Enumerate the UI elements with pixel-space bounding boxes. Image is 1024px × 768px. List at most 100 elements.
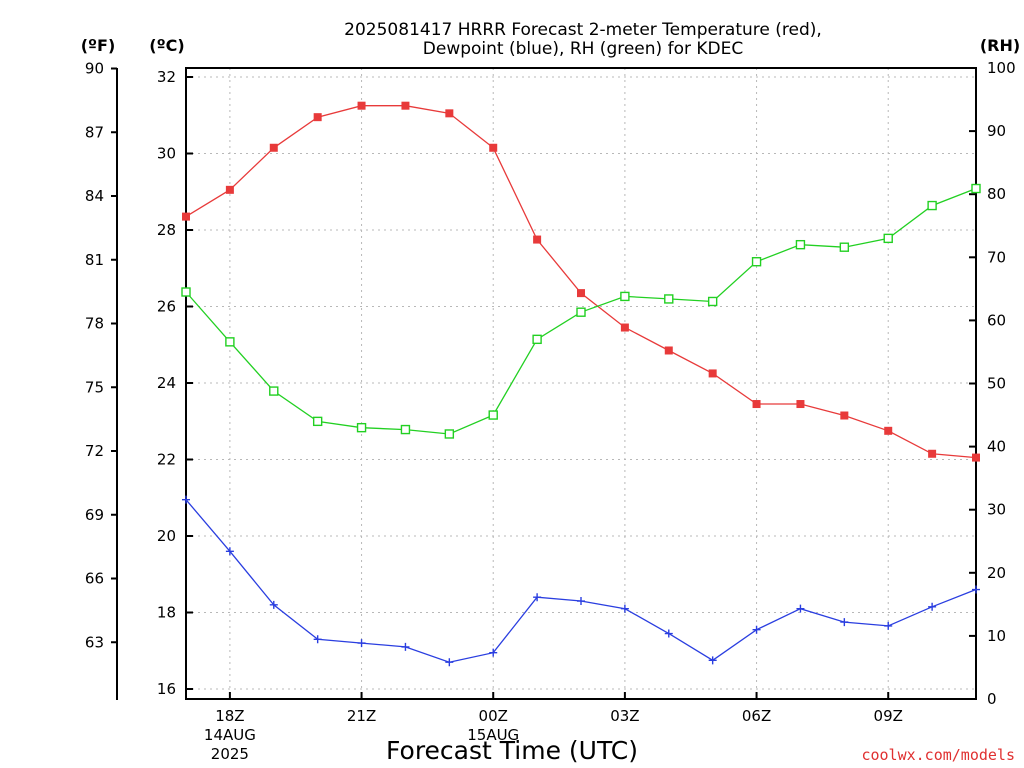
data-point-dewpoint (225, 547, 234, 556)
data-point-rh (225, 337, 235, 347)
rh-tick-label: 50 (987, 375, 1006, 393)
data-point-dewpoint (884, 621, 893, 630)
fahrenheit-tick-label: 69 (85, 506, 104, 524)
data-point-rh (444, 429, 455, 439)
data-point-rh (269, 386, 279, 396)
x-tick-label: 14AUG (204, 726, 256, 744)
data-point-temperature (972, 453, 980, 462)
data-point-rh (751, 257, 762, 267)
data-point-temperature (313, 113, 322, 122)
x-tick-label: 09Z (874, 707, 903, 725)
fahrenheit-tick-label: 81 (85, 251, 104, 269)
celsius-tick-label: 28 (157, 221, 176, 239)
data-point-rh (400, 424, 411, 435)
fahrenheit-tick-label: 90 (85, 60, 104, 78)
data-point-rh (883, 233, 893, 244)
data-point-rh (927, 200, 937, 211)
x-tick-label: 2025 (211, 745, 249, 763)
x-tick-label: 03Z (610, 707, 639, 725)
x-axis-title: Forecast Time (UTC) (386, 736, 638, 765)
data-point-rh (356, 422, 367, 433)
x-tick-label: 15AUG (467, 726, 519, 744)
data-point-dewpoint (357, 639, 366, 648)
rh-tick-label: 10 (987, 627, 1006, 645)
data-point-dewpoint (577, 597, 585, 606)
data-point-temperature (884, 426, 893, 435)
x-tick-label: 18Z (215, 707, 244, 725)
rh-tick-label: 0 (987, 690, 997, 708)
celsius-axis: 32 30 28 26 24 22 20 18 16 (157, 68, 193, 698)
data-point-dewpoint (445, 658, 454, 667)
data-point-temperature (182, 212, 190, 221)
celsius-axis-unit: (ºC) (149, 36, 184, 55)
data-point-temperature (401, 101, 410, 110)
data-point-dewpoint (313, 635, 322, 644)
data-point-dewpoint (620, 604, 629, 613)
data-point-rh (488, 410, 498, 420)
data-point-temperature (533, 235, 542, 244)
data-point-rh (971, 183, 981, 194)
data-point-temperature (620, 323, 629, 332)
chart-title-line-2: Dewpoint (blue), RH (green) for KDEC (423, 39, 743, 59)
data-point-dewpoint (928, 602, 937, 611)
data-point-rh (576, 307, 586, 317)
data-point-rh (532, 334, 542, 345)
fahrenheit-tick-label: 78 (85, 315, 104, 333)
data-point-dewpoint (708, 656, 717, 665)
data-point-dewpoint (796, 604, 805, 613)
data-point-rh (839, 242, 850, 252)
celsius-tick-label: 20 (157, 527, 176, 545)
celsius-tick-label: 30 (157, 145, 176, 163)
series-temperature (182, 101, 980, 462)
data-point-temperature (752, 400, 761, 409)
celsius-tick-label: 32 (157, 68, 176, 86)
rh-tick-label: 60 (987, 311, 1006, 329)
data-point-rh (181, 287, 191, 297)
celsius-tick-label: 16 (157, 680, 176, 698)
celsius-tick-label: 22 (157, 451, 176, 469)
fahrenheit-tick-label: 72 (85, 442, 104, 460)
chart-title: 2025081417 HRRR Forecast 2-meter Tempera… (344, 20, 822, 59)
data-point-dewpoint (401, 642, 410, 651)
x-tick-label: 21Z (347, 707, 376, 725)
data-point-temperature (664, 346, 673, 355)
data-point-rh (664, 294, 674, 304)
celsius-tick-label: 24 (157, 374, 176, 392)
fahrenheit-tick-label: 75 (85, 378, 104, 396)
series-dewpoint (182, 495, 980, 667)
data-point-dewpoint (182, 495, 190, 504)
data-point-dewpoint (752, 625, 761, 634)
data-point-temperature (269, 143, 278, 152)
fahrenheit-tick-label: 87 (85, 123, 104, 141)
data-point-rh (620, 291, 630, 302)
chart-title-line-1: 2025081417 HRRR Forecast 2-meter Tempera… (344, 20, 822, 40)
fahrenheit-tick-label: 63 (85, 633, 104, 651)
x-tick-label: 00Z (479, 707, 508, 725)
data-point-rh (312, 416, 323, 427)
data-point-temperature (708, 369, 717, 378)
rh-tick-label: 40 (987, 438, 1006, 456)
data-point-dewpoint (533, 593, 542, 602)
series-rh (181, 183, 981, 439)
x-tick-label: 06Z (742, 707, 771, 725)
fahrenheit-tick-label: 66 (85, 570, 104, 588)
data-point-temperature (445, 109, 454, 118)
fahrenheit-axis: 90 87 84 81 78 75 72 69 66 63 (85, 60, 117, 651)
rh-tick-label: 70 (987, 248, 1006, 266)
series-line-dewpoint (185, 499, 977, 663)
series-layer (181, 101, 981, 667)
data-point-temperature (928, 449, 937, 458)
credit-label: coolwx.com/models (861, 746, 1015, 764)
fahrenheit-tick-label: 84 (85, 187, 104, 205)
celsius-tick-label: 26 (157, 298, 176, 316)
data-point-dewpoint (489, 648, 498, 657)
rh-tick-label: 90 (987, 122, 1006, 140)
rh-tick-label: 20 (987, 564, 1006, 582)
series-line-temperature (185, 105, 977, 459)
data-point-temperature (577, 289, 585, 298)
data-point-temperature (225, 185, 234, 194)
celsius-tick-label: 18 (157, 604, 176, 622)
data-point-temperature (840, 411, 849, 420)
